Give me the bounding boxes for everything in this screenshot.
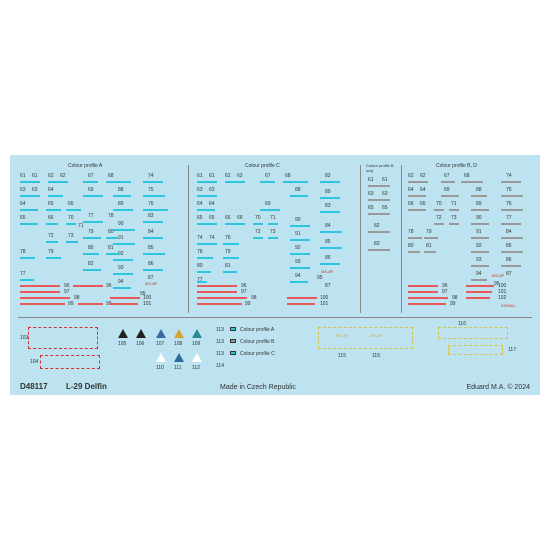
dashed-red-1 xyxy=(28,327,98,349)
legend-sq-a xyxy=(230,327,236,331)
product-code: D48117 xyxy=(20,382,48,391)
panel-a-title: Colour profile A xyxy=(68,163,102,169)
panel-bd-title: Colour profile B, D xyxy=(436,163,477,169)
bottom-section: 103 104 105 106 107 108 109 110 111 112 … xyxy=(18,321,532,376)
triangle-107 xyxy=(156,329,166,338)
triangle-109 xyxy=(192,329,202,338)
triangle-111 xyxy=(174,353,184,362)
panel-bd: Colour profile B, D 6262 6768 74 6464 69… xyxy=(406,163,534,313)
panel-a: Colour profile A 6161 6262 6768 74 6363 … xyxy=(18,163,183,313)
divider-2 xyxy=(360,165,361,313)
dashed-yellow-2 xyxy=(438,327,508,339)
triangle-black-2 xyxy=(136,329,146,338)
triangle-110 xyxy=(156,353,166,362)
triangle-112 xyxy=(192,353,202,362)
legend-a-label: Colour profile A xyxy=(240,327,274,333)
divider-3 xyxy=(401,165,402,313)
divider-1 xyxy=(188,165,189,313)
ms-label-1: MS-8P xyxy=(336,333,348,338)
dashed-yellow-3 xyxy=(448,345,503,355)
legend-b-label: Colour profile B xyxy=(240,339,274,345)
panel-c-title: Colour profile C xyxy=(245,163,280,169)
dashed-red-2 xyxy=(40,355,100,369)
legend-sq-b xyxy=(230,339,236,343)
triangle-108 xyxy=(174,329,184,338)
ms-label-2: MS-8P xyxy=(370,333,382,338)
legend-c-label: Colour profile C xyxy=(240,351,275,357)
legend-sq-c xyxy=(230,351,236,355)
divider-h xyxy=(18,317,532,318)
copyright: Eduard M.A. © 2024 xyxy=(466,384,530,391)
dashed-yellow-1 xyxy=(318,327,413,349)
decal-sheet: Colour profile A 6161 6262 6768 74 6363 … xyxy=(10,155,540,395)
made-in: Made in Czech Republic xyxy=(220,384,296,391)
product-name: L-29 Delfin xyxy=(66,382,107,391)
panel-c: Colour profile C 6161 6262 6768 82 6363 … xyxy=(195,163,355,313)
panel-b: Colour profile B only 6161 6363 6565 82 … xyxy=(366,163,398,313)
triangle-black-1 xyxy=(118,329,128,338)
panel-b-title: Colour profile B only xyxy=(366,163,396,173)
